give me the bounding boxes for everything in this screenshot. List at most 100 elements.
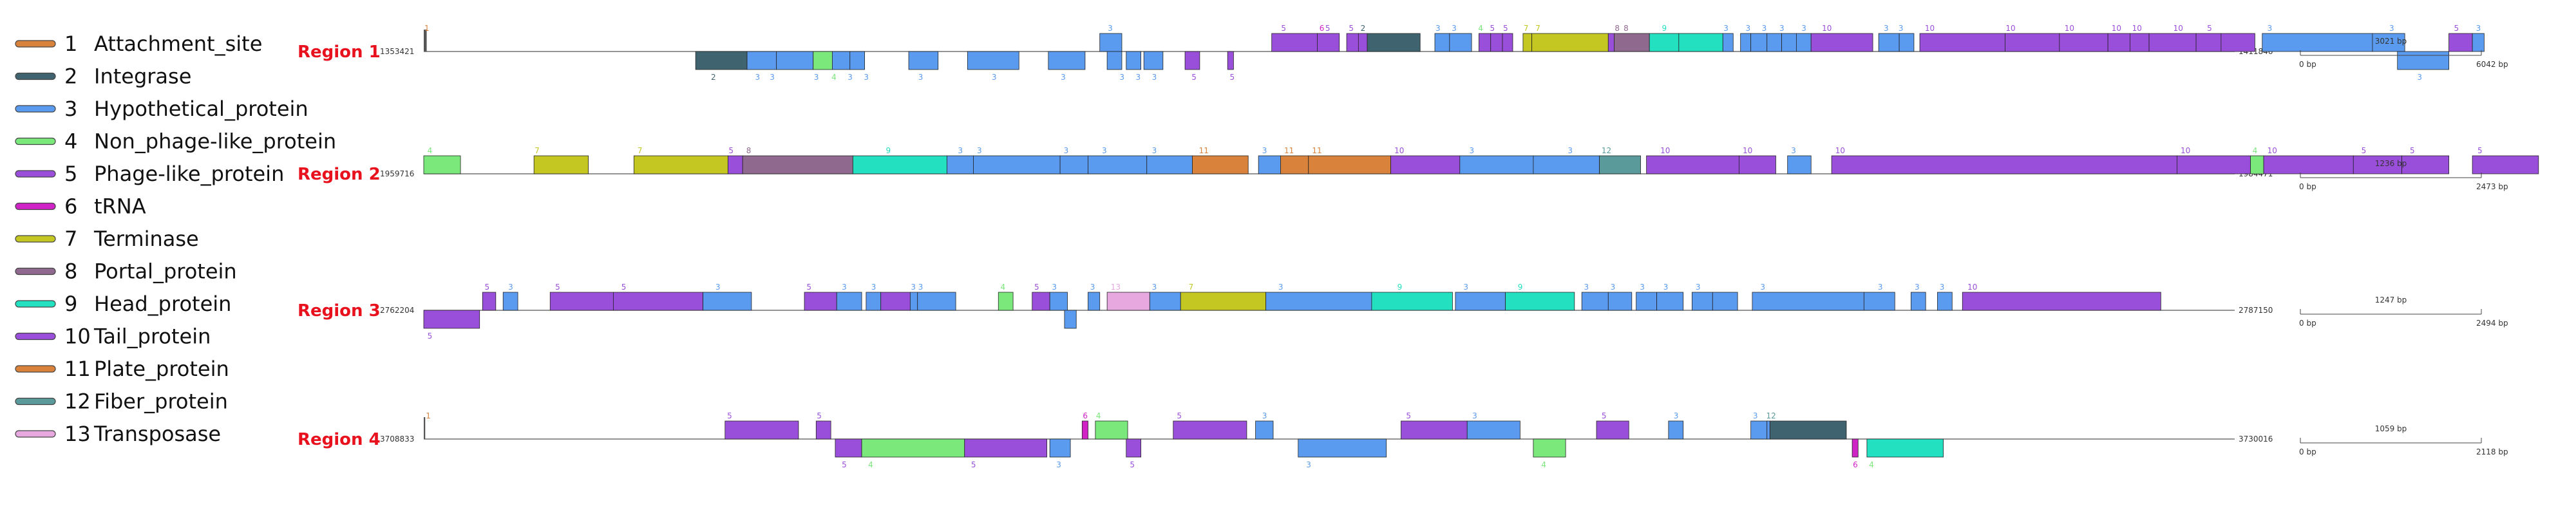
gene-type-label: 3 bbox=[1452, 24, 1457, 33]
legend-number: 8 bbox=[64, 259, 77, 284]
gene-type-label: 3 bbox=[508, 283, 513, 292]
gene-type-label: 3 bbox=[918, 283, 923, 292]
gene-block bbox=[1298, 438, 1387, 458]
legend-number: 2 bbox=[64, 64, 77, 89]
gene-block bbox=[533, 155, 589, 174]
gene-type-label: 5 bbox=[727, 411, 732, 420]
legend-swatch bbox=[15, 397, 56, 406]
gene-block bbox=[1434, 33, 1450, 52]
gene-type-label: 8 bbox=[1624, 24, 1629, 33]
gene-block bbox=[1614, 33, 1650, 52]
gene-block bbox=[1317, 33, 1340, 52]
gene-type-label: 3 bbox=[1753, 411, 1758, 420]
gene-block bbox=[1750, 33, 1768, 52]
gene-block bbox=[1088, 155, 1148, 174]
gene-type-label: 10 bbox=[2268, 146, 2277, 155]
gene-block bbox=[1271, 33, 1318, 52]
gene-type-label: 3 bbox=[1108, 24, 1113, 33]
gene-type-label: 3 bbox=[1584, 283, 1589, 292]
gene-type-label: 3 bbox=[1762, 24, 1767, 33]
legend-number: 10 bbox=[64, 324, 91, 349]
gene-type-label: 3 bbox=[1674, 411, 1679, 420]
gene-block bbox=[1766, 33, 1782, 52]
gene-type-label: 5 bbox=[2477, 146, 2483, 155]
gene-type-label: 10 bbox=[1835, 146, 1845, 155]
legend-label: Plate_protein bbox=[94, 357, 229, 381]
gene-block bbox=[2472, 155, 2539, 174]
gene-block bbox=[813, 51, 833, 70]
gene-block bbox=[1227, 51, 1234, 70]
legend-label: Fiber_protein bbox=[94, 389, 228, 414]
gene-block bbox=[1490, 33, 1503, 52]
gene-block bbox=[1479, 33, 1492, 52]
gene-block bbox=[482, 292, 497, 311]
gene-type-label: 3 bbox=[911, 283, 916, 292]
legend-label: Portal_protein bbox=[94, 259, 237, 284]
gene-block bbox=[1722, 33, 1734, 52]
legend-number: 11 bbox=[64, 357, 91, 381]
gene-type-label: 3 bbox=[977, 146, 982, 155]
gene-block bbox=[1937, 292, 1953, 311]
legend-number: 12 bbox=[64, 389, 91, 414]
gene-block bbox=[1146, 155, 1193, 174]
gene-block bbox=[1049, 438, 1071, 458]
gene-type-label: 4 bbox=[1869, 460, 1874, 469]
gene-type-label: 10 bbox=[1967, 283, 1977, 292]
gene-block bbox=[1358, 33, 1368, 52]
gene-type-label: 4 bbox=[2253, 146, 2258, 155]
gene-block bbox=[1863, 292, 1895, 311]
gene-block bbox=[1531, 33, 1609, 52]
gene-block bbox=[1064, 310, 1077, 329]
gene-type-label: 10 bbox=[2132, 24, 2142, 33]
gene-type-label: 5 bbox=[2207, 24, 2212, 33]
gene-block bbox=[1866, 438, 1944, 458]
gene-block bbox=[1106, 51, 1122, 70]
gene-block bbox=[2397, 51, 2449, 70]
gene-block bbox=[852, 155, 947, 174]
gene-block bbox=[831, 51, 851, 70]
legend-label: Tail_protein bbox=[93, 324, 211, 349]
gene-block bbox=[861, 438, 965, 458]
gene-type-label: 5 bbox=[2362, 146, 2367, 155]
scale-left-label: 0 bp bbox=[2299, 319, 2316, 328]
legend-item: 8 Portal_protein bbox=[15, 259, 237, 284]
gene-type-label: 5 bbox=[485, 283, 490, 292]
gene-block bbox=[1766, 420, 1770, 440]
gene-type-label: 3 bbox=[1899, 24, 1904, 33]
region-title: Region 2 bbox=[298, 165, 381, 184]
gene-type-label: 3 bbox=[958, 146, 963, 155]
gene-type-label: 3 bbox=[1306, 460, 1311, 469]
gene-block bbox=[1878, 33, 1900, 52]
gene-type-label: 5 bbox=[806, 283, 811, 292]
gene-block bbox=[1750, 420, 1768, 440]
gene-type-label: 3 bbox=[1884, 24, 1889, 33]
gene-block bbox=[2263, 155, 2354, 174]
gene-block bbox=[1149, 292, 1181, 311]
gene-block bbox=[1691, 292, 1713, 311]
gene-type-label: 3 bbox=[1760, 283, 1765, 292]
gene-block bbox=[724, 420, 799, 440]
legend-item: 11 Plate_protein bbox=[15, 357, 229, 381]
gene-type-label: 3 bbox=[1472, 411, 1477, 420]
legend-label: Transposase bbox=[93, 422, 221, 446]
gene-block bbox=[1607, 292, 1633, 311]
legend-swatch bbox=[15, 137, 56, 145]
gene-block bbox=[549, 292, 614, 311]
gene-type-label: 9 bbox=[1518, 283, 1523, 292]
gene-type-label: 3 bbox=[1915, 283, 1920, 292]
gene-block bbox=[1143, 51, 1164, 70]
gene-type-label: 3 bbox=[1152, 146, 1157, 155]
gene-type-label: 5 bbox=[971, 460, 976, 469]
gene-type-label: 3 bbox=[1056, 460, 1061, 469]
legend-swatch bbox=[15, 300, 56, 308]
gene-block bbox=[1184, 51, 1200, 70]
gene-block bbox=[1106, 292, 1150, 311]
scale-length-label: 3021 bp bbox=[2375, 37, 2407, 46]
gene-block bbox=[1787, 155, 1812, 174]
legend-swatch bbox=[15, 267, 56, 276]
legend-number: 13 bbox=[64, 422, 91, 446]
gene-type-label: 3 bbox=[1061, 73, 1066, 82]
gene-type-label: 3 bbox=[864, 73, 869, 82]
legend-swatch bbox=[15, 72, 56, 80]
